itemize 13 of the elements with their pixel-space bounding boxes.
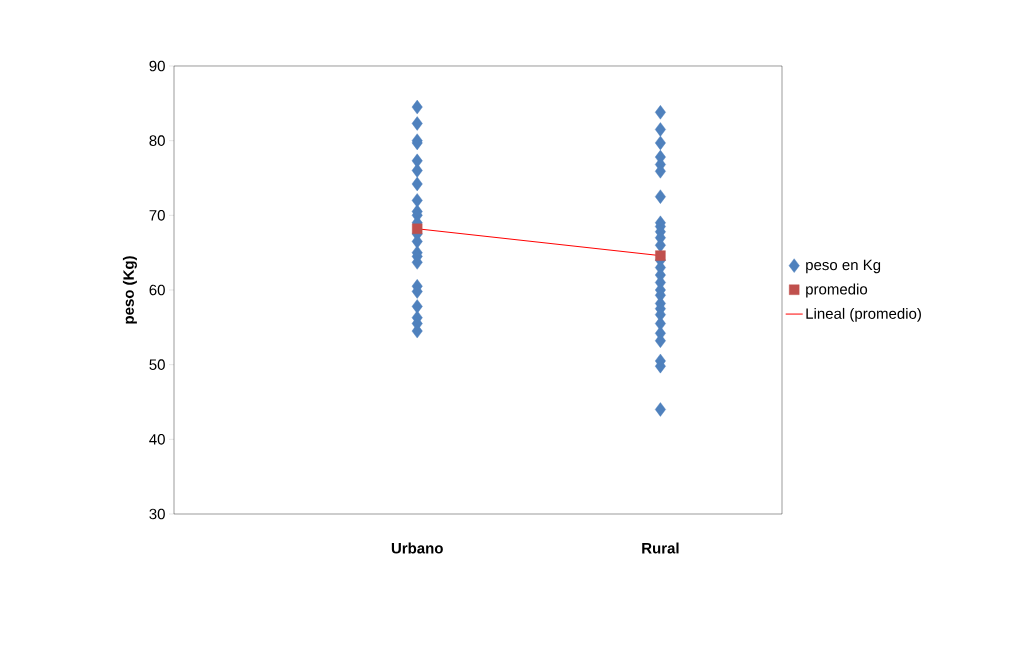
legend-label: peso en Kg — [806, 259, 881, 274]
y-tick-label: 70 — [149, 210, 165, 221]
y-tick-label: 90 — [149, 60, 165, 72]
y-tick-label: 60 — [149, 284, 165, 296]
y-tick-label: 50 — [149, 359, 165, 370]
x-tick-label: Rural — [642, 542, 679, 554]
legend-label: Lineal (promedio) — [806, 307, 921, 322]
x-tick-label: Urbano — [391, 542, 443, 554]
y-tick-label: 40 — [149, 434, 165, 445]
y-axis-title: peso (Kg) — [122, 256, 137, 324]
y-tick-label: 30 — [149, 508, 165, 520]
y-tick-label: 80 — [149, 135, 165, 146]
legend-label: promedio — [806, 283, 868, 298]
